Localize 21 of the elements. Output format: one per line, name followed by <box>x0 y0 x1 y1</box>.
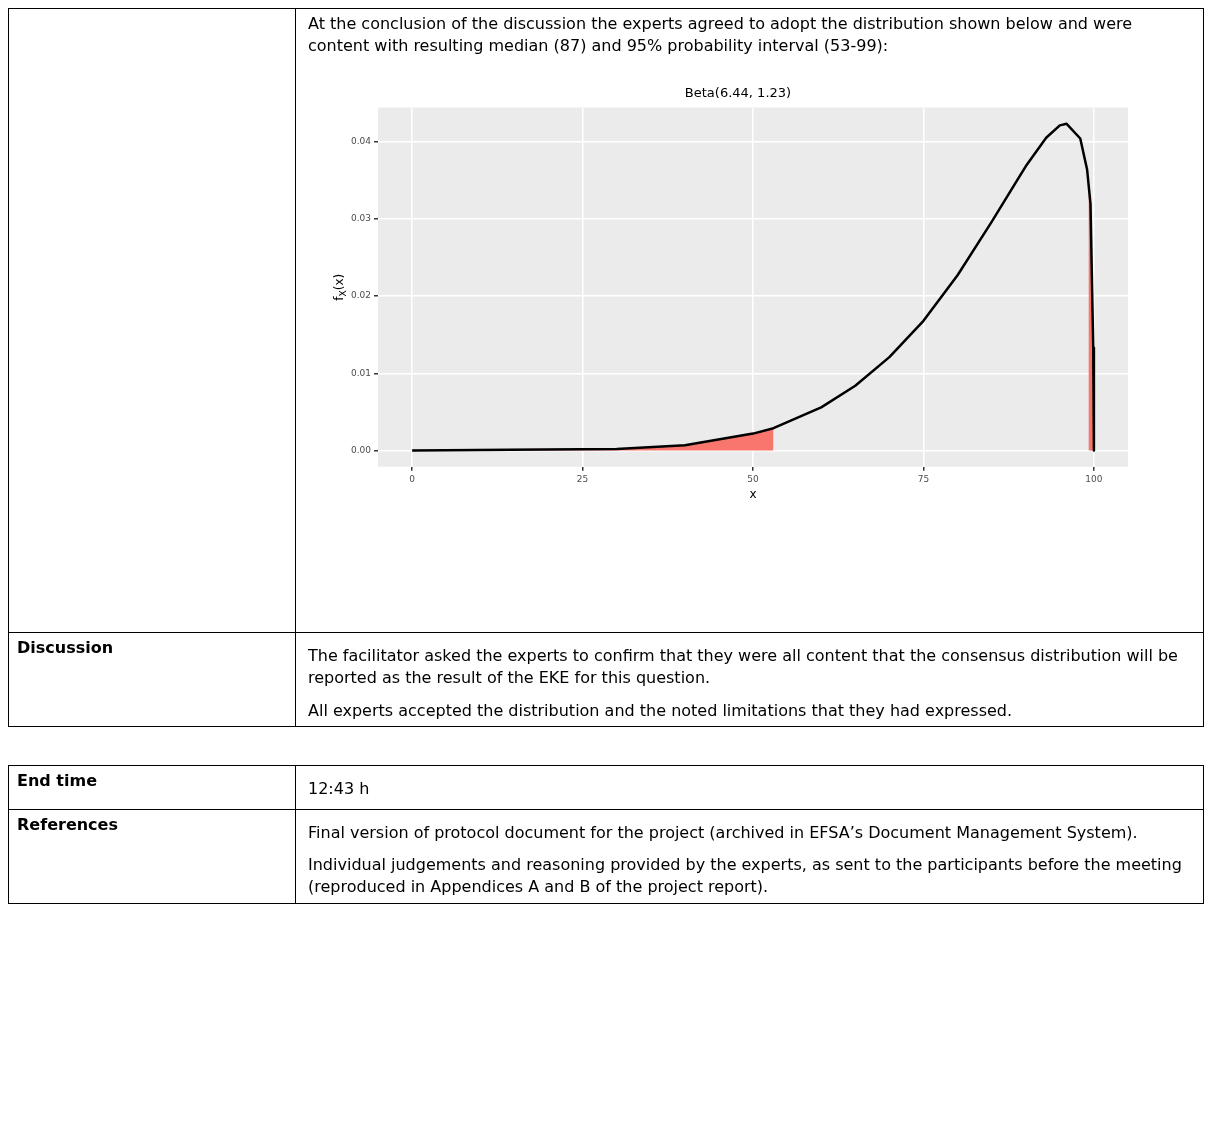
x-axis-title: x <box>749 486 757 501</box>
y-tick-label: 0.03 <box>350 212 372 223</box>
y-tick-label: 0.01 <box>350 367 372 378</box>
y-tick-label: 0.00 <box>350 444 372 455</box>
text: The facilitator asked the experts to confirm that they were all content that the consensus distribution will be reported as the result of the EKE for this question. <box>308 645 1179 690</box>
y-tick-label: 0.04 <box>350 135 372 146</box>
x-tick-label: 0 <box>409 473 416 484</box>
text: At the conclusion of the discussion the experts agreed to adopt the distribution shown below and were content with resulting median (87) and 95% probability interval (53-99): <box>308 13 1134 58</box>
text: Final version of protocol document for the project (archived in EFSA’s Document Management System). <box>308 821 1139 844</box>
text: Individual judgements and reasoning provided by the experts, as sent to the participants before the meeting (reproduced in Appendices A and B of the project report). <box>308 853 1183 899</box>
text: 12:43 h <box>308 778 371 801</box>
x-tick-label: 25 <box>576 473 589 484</box>
y-tick-label: 0.02 <box>350 290 372 301</box>
chart-title: Beta(6.44, 1.23) <box>684 84 792 100</box>
text: References <box>17 814 118 834</box>
x-tick-label: 75 <box>917 473 930 484</box>
x-tick-label: 100 <box>1085 473 1103 484</box>
text: End time <box>17 771 97 791</box>
text: All experts accepted the distribution and the noted limitations that they had expressed. <box>308 699 1014 722</box>
x-tick-label: 50 <box>747 473 760 484</box>
text: Discussion <box>17 638 114 657</box>
